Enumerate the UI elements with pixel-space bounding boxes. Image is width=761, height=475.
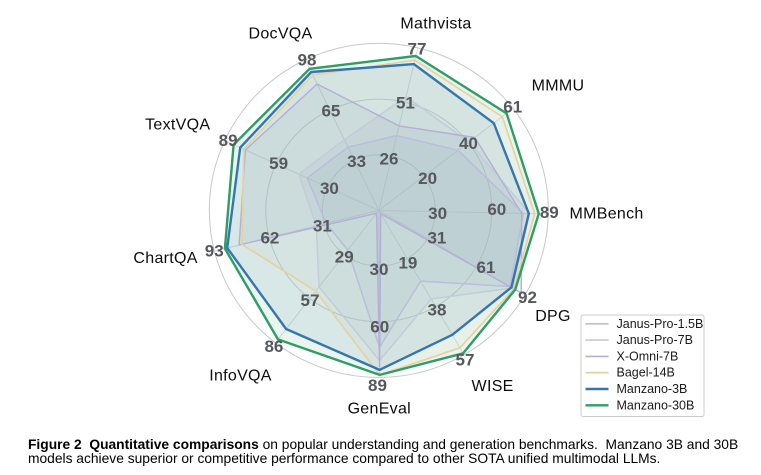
svg-text:DPG: DPG [535,308,571,325]
svg-text:30: 30 [370,260,389,279]
svg-text:51: 51 [396,93,415,112]
svg-text:89: 89 [540,203,559,222]
svg-text:77: 77 [408,40,427,59]
svg-text:29: 29 [335,248,354,267]
svg-text:DocVQA: DocVQA [248,26,312,43]
svg-text:GenEval: GenEval [348,401,411,418]
svg-text:20: 20 [418,169,437,188]
svg-text:Bagel-14B: Bagel-14B [617,366,675,380]
svg-text:Mathvista: Mathvista [400,16,471,33]
svg-text:60: 60 [487,200,506,219]
svg-text:86: 86 [264,337,283,356]
svg-text:38: 38 [428,301,447,320]
svg-text:MMMU: MMMU [532,78,585,95]
svg-text:31: 31 [313,217,332,236]
svg-text:60: 60 [370,317,389,336]
svg-text:40: 40 [459,134,478,153]
svg-text:57: 57 [456,351,475,370]
svg-text:Manzano-3B: Manzano-3B [617,382,688,396]
svg-text:92: 92 [518,288,537,307]
svg-text:26: 26 [380,150,399,169]
svg-text:30: 30 [428,204,447,223]
svg-text:89: 89 [368,376,387,395]
svg-text:31: 31 [427,228,446,247]
svg-text:59: 59 [269,154,288,173]
svg-text:InfoVQA: InfoVQA [209,368,272,385]
svg-text:19: 19 [398,253,417,272]
svg-text:Janus-Pro-7B: Janus-Pro-7B [617,333,693,347]
svg-text:Janus-Pro-1.5B: Janus-Pro-1.5B [617,317,704,331]
svg-text:65: 65 [321,102,340,121]
svg-text:89: 89 [219,131,238,150]
svg-text:98: 98 [298,51,317,70]
svg-text:Manzano-30B: Manzano-30B [617,398,695,412]
svg-text:TextVQA: TextVQA [145,117,210,134]
svg-text:ChartQA: ChartQA [133,250,197,267]
svg-text:61: 61 [503,97,522,116]
svg-text:57: 57 [301,291,320,310]
svg-text:62: 62 [260,229,279,248]
svg-text:WISE: WISE [472,378,514,395]
svg-text:93: 93 [205,242,224,261]
svg-text:X-Omni-7B: X-Omni-7B [617,349,679,363]
svg-text:61: 61 [477,258,496,277]
svg-text:33: 33 [347,152,366,171]
svg-text:MMBench: MMBench [570,205,644,222]
svg-text:30: 30 [320,179,339,198]
